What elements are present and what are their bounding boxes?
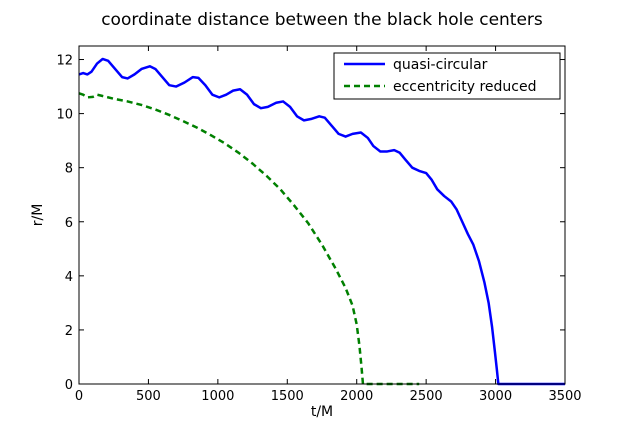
x-tick-label-0: 0 [75, 389, 83, 404]
y-tick-label-3: 6 [65, 216, 73, 231]
y-tick-label-2: 4 [65, 270, 73, 285]
y-tick-label-6: 12 [56, 54, 73, 69]
legend-label-quasi-circular: quasi-circular [393, 57, 488, 73]
series-line-eccentricity-reduced [78, 92, 420, 386]
tick-labels: 0 500 1000 1500 2000 2500 3000 3500 0 2 4 6 8 10 12 [56, 54, 581, 404]
y-tick-label-4: 8 [65, 162, 73, 177]
x-tick-label-3: 1500 [271, 389, 304, 404]
x-tick-label-2: 1000 [201, 389, 234, 404]
legend-box [333, 52, 561, 100]
y-tick-label-5: 10 [56, 108, 73, 123]
x-tick-label-7: 3500 [548, 389, 581, 404]
y-axis-label: r/M [30, 204, 46, 227]
x-tick-label-6: 3000 [479, 389, 512, 404]
series-line-quasi-circular [78, 57, 565, 386]
y-tick-label-0: 0 [65, 378, 73, 393]
chart-title: coordinate distance between the black ho… [101, 10, 543, 30]
legend: quasi-circular eccentricity reduced [333, 52, 561, 100]
x-tick-label-1: 500 [136, 389, 161, 404]
plot-lines [78, 57, 565, 386]
y-tick-label-1: 2 [65, 324, 73, 339]
x-axis-label: t/M [311, 404, 333, 420]
x-tick-label-4: 2000 [340, 389, 373, 404]
plot-frame [78, 45, 566, 385]
legend-label-eccentricity-reduced: eccentricity reduced [393, 79, 536, 95]
x-tick-label-5: 2500 [410, 389, 443, 404]
